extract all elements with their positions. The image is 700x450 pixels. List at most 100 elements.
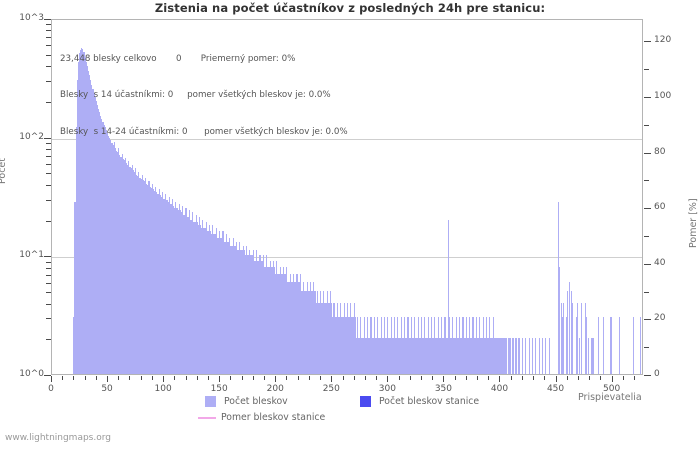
bar xyxy=(353,302,355,374)
y-axis-minor-tick xyxy=(46,262,51,263)
bar xyxy=(427,317,429,374)
bar xyxy=(342,317,344,374)
bar xyxy=(147,185,149,374)
bar xyxy=(372,338,374,374)
bar xyxy=(205,222,207,374)
bar xyxy=(416,338,418,374)
bar xyxy=(428,338,430,374)
y-axis-minor-tick xyxy=(46,164,51,165)
y2-axis-minor-tick xyxy=(644,125,649,126)
y-axis-tick-label: 10^3 xyxy=(19,13,44,23)
bar xyxy=(437,317,439,374)
y2-axis-major-tick xyxy=(644,319,651,320)
bar xyxy=(335,317,337,374)
y-axis-minor-tick xyxy=(46,173,51,174)
x-axis-minor-tick xyxy=(286,376,287,380)
bar xyxy=(525,338,527,374)
bar xyxy=(270,266,272,374)
x-axis-minor-tick xyxy=(634,376,635,380)
legend-swatch-icon xyxy=(205,396,216,407)
bar xyxy=(86,65,88,374)
bar xyxy=(515,338,517,374)
bar xyxy=(467,338,470,374)
bar xyxy=(150,187,152,374)
bar xyxy=(203,228,205,374)
bar xyxy=(351,317,353,374)
bar xyxy=(359,338,361,374)
legend-item-pocet-bleskov-stanice[interactable]: Počet bleskov stanice xyxy=(360,396,479,407)
bar xyxy=(441,317,443,374)
bar xyxy=(429,338,431,374)
bar xyxy=(413,338,415,374)
bar xyxy=(350,302,352,374)
bar xyxy=(568,281,571,374)
bar xyxy=(445,338,447,374)
bar xyxy=(234,245,236,374)
bar xyxy=(509,338,511,374)
bar xyxy=(274,266,276,374)
x-axis-minor-tick xyxy=(129,376,130,380)
y-axis-minor-tick xyxy=(46,339,51,340)
x-axis-minor-tick xyxy=(85,376,86,380)
bar xyxy=(146,183,148,374)
y-axis-left-title: Počet xyxy=(0,158,8,184)
bar xyxy=(499,338,501,374)
x-axis-tick-label: 150 xyxy=(210,384,228,394)
bar xyxy=(418,338,420,374)
bar xyxy=(341,317,343,374)
bar xyxy=(142,180,144,374)
bar xyxy=(304,291,306,374)
bar xyxy=(367,317,369,374)
bar xyxy=(106,133,109,374)
bar xyxy=(332,317,334,374)
bar xyxy=(328,302,331,374)
legend-item-pomer-bleskov-stanice[interactable]: Pomer bleskov stanice xyxy=(198,412,325,423)
bar xyxy=(484,338,486,374)
bar xyxy=(333,302,335,374)
bar xyxy=(419,338,421,374)
bar xyxy=(483,338,485,374)
bar xyxy=(299,273,301,374)
bar xyxy=(151,183,153,374)
bar xyxy=(482,317,484,374)
bar xyxy=(562,317,564,374)
bar xyxy=(382,338,384,374)
bar xyxy=(159,195,161,374)
bar xyxy=(262,255,264,374)
bar xyxy=(402,338,405,374)
bar xyxy=(538,338,540,374)
bar xyxy=(371,338,373,374)
bar xyxy=(457,338,460,374)
bar xyxy=(149,186,151,374)
bar xyxy=(377,317,379,374)
bar xyxy=(331,302,333,374)
bar xyxy=(404,317,406,374)
bar xyxy=(212,225,214,374)
bar xyxy=(518,338,520,374)
bar xyxy=(561,302,563,374)
bar xyxy=(289,273,291,374)
bar xyxy=(276,260,278,374)
bar xyxy=(485,317,488,374)
bar xyxy=(392,338,394,374)
legend-label: Počet bleskov xyxy=(224,396,288,407)
bar xyxy=(571,291,573,374)
annotation-line-total: 23,448 blesky celkovo 0 Priemerný pomer:… xyxy=(60,53,296,64)
bar xyxy=(124,158,127,374)
bar xyxy=(336,302,338,374)
legend-item-pocet-bleskov[interactable]: Počet bleskov xyxy=(205,396,288,407)
x-axis-minor-tick xyxy=(264,376,265,380)
x-axis-minor-tick xyxy=(96,376,97,380)
bar xyxy=(334,317,336,374)
bar xyxy=(213,234,215,374)
bar xyxy=(154,190,156,374)
y-axis-minor-tick xyxy=(46,268,51,269)
bar xyxy=(155,186,157,374)
legend-label: Pomer bleskov stanice xyxy=(221,412,326,423)
x-axis-minor-tick xyxy=(343,376,344,380)
bar xyxy=(409,338,411,374)
bar xyxy=(177,210,179,374)
bar xyxy=(266,255,268,374)
x-axis-major-tick xyxy=(499,376,500,382)
bar xyxy=(178,204,180,374)
